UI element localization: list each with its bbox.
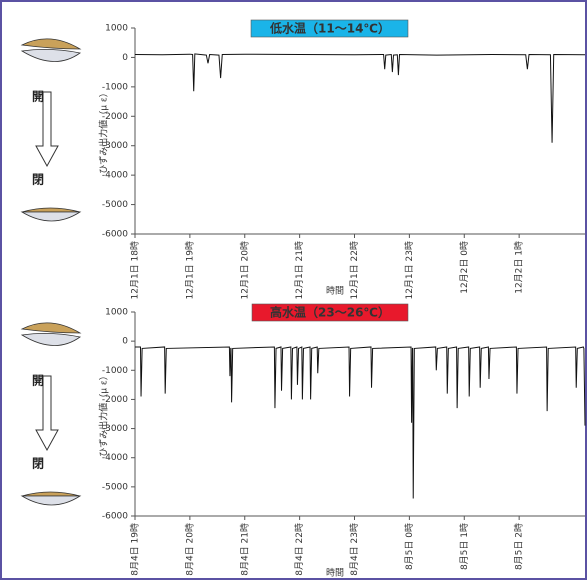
annotation: 閉 (32, 457, 44, 471)
y-axis-label: ひずみ出力値（μ ε） (98, 88, 110, 173)
x-tick-label: 12月1日 23時 (404, 241, 415, 300)
shell-bottom (20, 333, 81, 346)
annotation: 閉 (32, 173, 44, 187)
y-tick-label: 0 (122, 53, 128, 63)
x-axis-label: 時間 (326, 568, 344, 579)
x-tick-label: 12月2日 0時 (459, 241, 470, 294)
x-tick-label: 8月5日 0時 (404, 523, 415, 570)
x-tick-label: 8月4日 23時 (349, 523, 360, 576)
y-tick-label: -2000 (102, 112, 128, 122)
y-tick-label: -5000 (102, 482, 128, 492)
y-tick-label: -6000 (102, 230, 128, 240)
chart-title: 高水温（23～26℃） (270, 305, 390, 320)
y-tick-label: 1000 (105, 308, 128, 318)
x-tick-label: 12月1日 21時 (294, 241, 305, 300)
shell-bottom (20, 211, 82, 222)
x-tick-label: 8月5日 1時 (459, 523, 470, 570)
chart-title: 低水温（11～14℃） (269, 21, 390, 36)
title-box (251, 303, 409, 322)
x-axis-label: 時間 (326, 286, 344, 297)
x-tick-label: 12月1日 18時 (130, 241, 141, 300)
y-axis-label: ひずみ出力値（μ ε） (98, 371, 110, 456)
line-series (135, 346, 586, 499)
shell-bottom (20, 495, 82, 506)
y-tick-label: -1000 (102, 366, 128, 376)
y-tick-label: -3000 (102, 424, 128, 434)
x-tick-label: 8月5日 2時 (514, 523, 525, 570)
x-tick-label: 8月4日 21時 (239, 523, 250, 576)
shell-top (20, 38, 82, 50)
x-tick-label: 12月1日 22時 (349, 241, 360, 300)
title-box (250, 19, 409, 38)
arrow (35, 91, 59, 168)
line-series (134, 53, 586, 143)
y-tick-label: 0 (122, 337, 128, 347)
y-tick-label: -4000 (102, 171, 128, 181)
x-tick-label: 12月1日 20時 (239, 241, 250, 300)
x-tick-label: 8月4日 20時 (184, 523, 195, 576)
y-tick-label: -2000 (102, 395, 128, 405)
y-tick-label: -5000 (102, 200, 128, 210)
x-tick-label: 8月4日 22時 (294, 523, 305, 576)
y-tick-label: 1000 (105, 24, 128, 34)
y-tick-label: -3000 (102, 141, 128, 151)
x-tick-label: 12月1日 19時 (184, 241, 195, 300)
shell-diagram (20, 322, 82, 506)
arrow (35, 375, 59, 452)
y-tick-label: -4000 (102, 453, 128, 463)
x-tick-label: 8月4日 19時 (130, 523, 141, 576)
y-tick-label: -6000 (102, 512, 128, 522)
shell-diagram (20, 38, 82, 222)
shell-bottom (20, 49, 81, 62)
annotation: 開 (32, 90, 44, 104)
annotation: 開 (32, 374, 44, 388)
x-tick-label: 12月2日 1時 (514, 241, 525, 294)
shell-top (20, 322, 82, 334)
y-tick-label: -1000 (102, 82, 128, 92)
